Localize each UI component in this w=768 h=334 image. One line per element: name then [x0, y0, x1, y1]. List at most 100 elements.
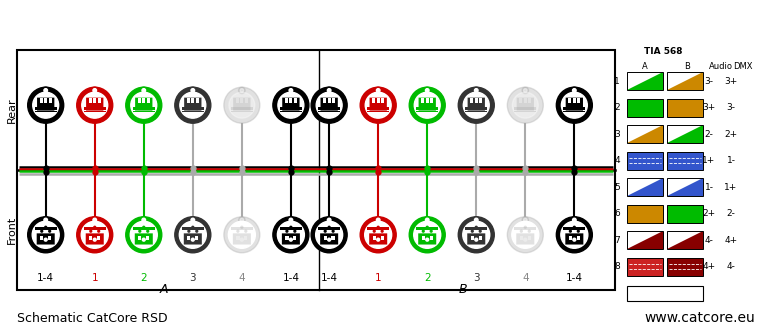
Circle shape — [316, 92, 342, 118]
Bar — [236, 98, 239, 104]
Bar — [471, 236, 474, 240]
Polygon shape — [667, 178, 703, 196]
Bar — [416, 227, 439, 230]
Circle shape — [190, 87, 196, 94]
Circle shape — [180, 92, 206, 118]
Bar — [48, 236, 51, 240]
Circle shape — [458, 217, 495, 253]
Bar — [285, 236, 289, 240]
Circle shape — [285, 229, 289, 233]
Bar — [627, 178, 663, 196]
Circle shape — [311, 87, 347, 123]
Text: 2: 2 — [141, 273, 147, 283]
Text: 2: 2 — [614, 103, 620, 112]
Text: 2-: 2- — [704, 130, 713, 139]
Bar — [627, 99, 663, 117]
Circle shape — [142, 218, 146, 222]
Text: 3: 3 — [614, 130, 620, 139]
Bar — [519, 98, 522, 104]
Bar — [294, 98, 296, 104]
Circle shape — [77, 217, 113, 253]
Bar — [627, 125, 663, 143]
Circle shape — [522, 217, 528, 223]
Bar — [627, 204, 663, 222]
Text: 3+: 3+ — [724, 76, 737, 86]
Circle shape — [425, 237, 429, 242]
Circle shape — [239, 87, 245, 94]
Circle shape — [289, 218, 293, 222]
Circle shape — [289, 89, 293, 92]
Bar — [430, 98, 433, 104]
Bar — [377, 98, 379, 104]
Circle shape — [365, 221, 392, 248]
Bar — [425, 98, 429, 104]
Bar — [627, 231, 663, 249]
Circle shape — [425, 89, 429, 92]
Bar — [627, 72, 663, 90]
Circle shape — [473, 217, 479, 223]
Circle shape — [463, 92, 489, 118]
Polygon shape — [667, 231, 703, 249]
Text: 4: 4 — [522, 273, 528, 283]
Bar — [244, 236, 247, 240]
FancyBboxPatch shape — [184, 98, 201, 111]
Circle shape — [223, 217, 260, 253]
Bar — [381, 98, 384, 104]
Text: GND: GND — [654, 289, 675, 298]
Circle shape — [191, 226, 194, 229]
Circle shape — [573, 226, 576, 229]
Bar — [195, 236, 198, 240]
Bar — [133, 107, 155, 110]
Bar — [280, 227, 302, 230]
Bar — [573, 98, 576, 104]
Bar — [230, 111, 253, 113]
Circle shape — [524, 89, 527, 92]
Polygon shape — [667, 231, 703, 249]
Bar — [563, 227, 585, 230]
Text: 3+: 3+ — [703, 103, 716, 112]
Circle shape — [471, 229, 474, 233]
Circle shape — [376, 218, 380, 222]
Circle shape — [97, 229, 101, 233]
Circle shape — [142, 89, 146, 92]
FancyBboxPatch shape — [282, 98, 300, 111]
Bar — [290, 98, 293, 104]
Circle shape — [141, 217, 147, 223]
Text: 2+: 2+ — [724, 130, 737, 139]
Bar — [318, 111, 340, 113]
Text: 3: 3 — [473, 273, 479, 283]
Circle shape — [141, 237, 146, 242]
Bar — [667, 204, 703, 222]
Bar — [514, 227, 537, 230]
Circle shape — [175, 217, 210, 253]
Circle shape — [475, 218, 478, 222]
Circle shape — [512, 92, 538, 118]
Text: 4-: 4- — [704, 235, 713, 244]
Bar — [479, 98, 482, 104]
Bar — [328, 98, 330, 104]
Circle shape — [569, 229, 572, 233]
Circle shape — [409, 87, 445, 123]
Circle shape — [126, 87, 162, 123]
Text: 4: 4 — [239, 273, 245, 283]
Circle shape — [93, 218, 97, 222]
Text: 8: 8 — [614, 262, 620, 271]
Circle shape — [478, 229, 482, 233]
Bar — [318, 227, 340, 230]
FancyBboxPatch shape — [516, 233, 535, 244]
Circle shape — [463, 221, 490, 248]
Circle shape — [93, 237, 97, 242]
Circle shape — [424, 87, 431, 94]
Circle shape — [556, 87, 592, 123]
Circle shape — [326, 217, 333, 223]
Bar — [293, 236, 296, 240]
Bar — [372, 98, 375, 104]
Bar — [280, 107, 302, 110]
Circle shape — [141, 87, 147, 94]
Text: 3: 3 — [190, 273, 196, 283]
Bar — [367, 111, 389, 113]
Circle shape — [311, 217, 347, 253]
Circle shape — [561, 92, 588, 118]
Circle shape — [175, 87, 210, 123]
Bar — [465, 227, 488, 230]
